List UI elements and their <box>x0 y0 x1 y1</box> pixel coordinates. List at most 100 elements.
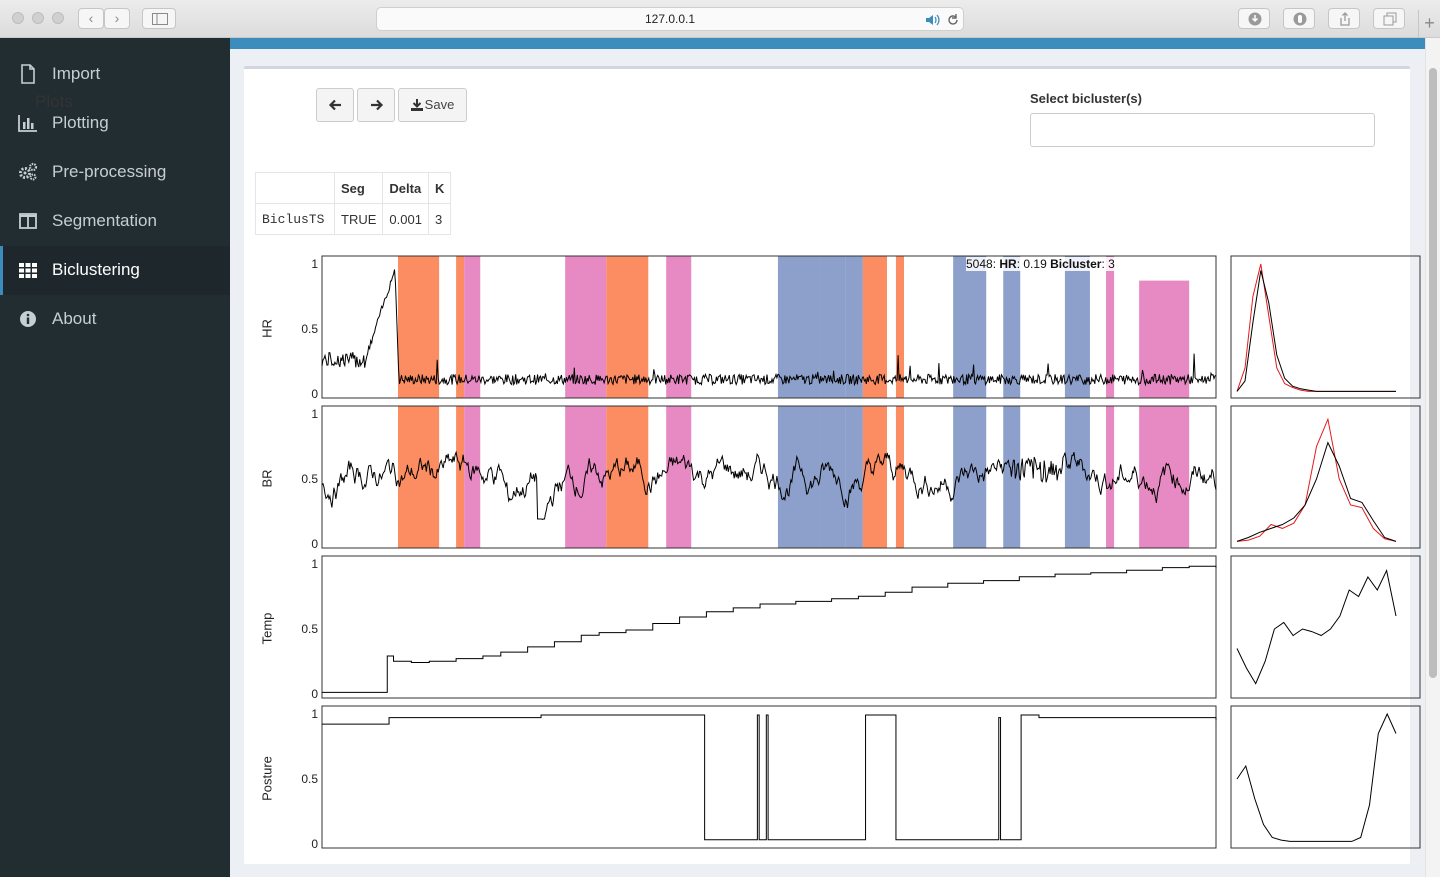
download-icon <box>411 99 423 111</box>
bicluster-segment <box>1106 256 1115 398</box>
bicluster-segment <box>1003 256 1021 398</box>
density-frame <box>1230 705 1421 849</box>
file-icon <box>21 64 35 84</box>
save-label: Save <box>424 97 455 112</box>
parameters-table: Seg Delta K BiclusTS TRUE 0.001 3 <box>255 172 452 235</box>
bicluster-segment <box>565 406 607 548</box>
y-tick-label: 0 <box>311 537 318 551</box>
select-bicluster-input[interactable] <box>1030 113 1375 147</box>
browser-toolbar: ‹ › 127.0.0.1 + <box>0 0 1440 38</box>
hr-density-ref-line <box>1236 263 1396 392</box>
sidebar-item-plotting[interactable]: Plotting <box>0 99 230 148</box>
y-tick-label: 0 <box>311 387 318 401</box>
table-cell: BiclusTS <box>255 203 335 235</box>
panel-frame <box>321 255 1217 399</box>
bicluster-segment <box>819 406 846 548</box>
bicluster-segment <box>845 256 863 398</box>
posture-density-line <box>1236 712 1397 842</box>
chevron-left-icon: ‹ <box>88 10 94 26</box>
y-tick-label: 1 <box>311 407 318 421</box>
bicluster-segment <box>953 406 987 548</box>
sidebar-toggle-button[interactable] <box>142 8 176 29</box>
plus-icon: + <box>1424 13 1435 33</box>
plots-title: Plots <box>35 92 73 111</box>
column-header <box>255 172 335 204</box>
previous-plot-button[interactable] <box>316 88 354 122</box>
bicluster-segment <box>1139 406 1190 548</box>
sidebar-item-label: Biclustering <box>52 260 140 279</box>
y-tick-label: 1 <box>311 707 318 721</box>
bicluster-segment <box>953 256 987 398</box>
close-window-icon[interactable] <box>12 12 24 24</box>
bicluster-segment <box>464 406 481 548</box>
y-tick-label: 0.5 <box>301 472 318 486</box>
bicluster-segment <box>456 256 465 398</box>
bicluster-segment <box>862 406 888 548</box>
back-button[interactable]: ‹ <box>78 8 104 29</box>
extension-button[interactable] <box>1283 8 1315 29</box>
sidebar-item-pre-processing[interactable]: Pre-processing <box>0 148 230 197</box>
header-bar <box>230 38 1425 49</box>
tooltip-bicluster-label: Bicluster <box>1050 257 1102 271</box>
downloads-button[interactable] <box>1238 8 1270 29</box>
info-icon <box>20 311 36 327</box>
bicluster-segment <box>1003 406 1021 548</box>
br-density-line <box>1236 441 1397 542</box>
columns-icon <box>19 213 37 229</box>
save-button[interactable]: Save <box>398 88 467 122</box>
sidebar-icon <box>152 13 168 25</box>
address-bar[interactable]: 127.0.0.1 <box>376 7 964 31</box>
new-tab-button[interactable]: + <box>1418 10 1440 38</box>
sidebar-item-segmentation[interactable]: Segmentation <box>0 197 230 246</box>
table-cell: 0.001 <box>382 203 429 235</box>
chevron-right-icon: › <box>114 10 120 26</box>
y-tick-label: 1 <box>311 257 318 271</box>
br-series-line <box>321 450 1217 520</box>
forward-button[interactable]: › <box>104 8 130 29</box>
minimize-window-icon[interactable] <box>32 12 44 24</box>
tooltip-hr-value: : 0.19 <box>1016 257 1047 271</box>
tabs-overview-button[interactable] <box>1373 8 1405 29</box>
next-plot-button[interactable] <box>357 88 395 122</box>
table-cell: TRUE <box>333 203 384 235</box>
tooltip-index: 5048: <box>966 257 997 271</box>
temp-density-line <box>1236 568 1397 685</box>
scrollbar-thumb[interactable] <box>1429 68 1437 678</box>
temp-series-line <box>322 565 1217 693</box>
y-tick-label: 0 <box>311 837 318 851</box>
y-tick-label: 0 <box>311 687 318 701</box>
download-icon <box>1248 12 1262 26</box>
sidebar-item-about[interactable]: About <box>0 295 230 344</box>
y-tick-label: 1 <box>311 557 318 571</box>
sidebar-item-label: About <box>52 309 97 328</box>
panel-frame <box>321 405 1217 549</box>
density-frame <box>1230 555 1421 699</box>
panel-frame <box>321 555 1217 699</box>
column-header: Delta <box>382 172 429 204</box>
sidebar-item-biclustering[interactable]: Biclustering <box>0 246 230 295</box>
select-bicluster-label: Select bicluster(s) <box>1030 91 1142 106</box>
zoom-window-icon[interactable] <box>52 12 64 24</box>
sidebar-item-label: Plotting <box>52 113 109 132</box>
sidebar-item-label: Segmentation <box>52 211 157 230</box>
speaker-icon[interactable] <box>925 13 941 27</box>
bicluster-segment <box>606 256 649 398</box>
table-row: BiclusTS TRUE 0.001 3 <box>255 203 452 235</box>
density-frame <box>1230 255 1421 399</box>
bicluster-segment <box>895 406 904 548</box>
hr-series-line <box>321 269 1217 387</box>
grid-icon <box>19 263 37 278</box>
sidebar-item-import[interactable]: Import <box>0 50 230 99</box>
bicluster-segment <box>606 406 649 548</box>
share-button[interactable] <box>1328 8 1360 29</box>
sidebar-item-label: Import <box>52 64 101 83</box>
gears-icon <box>19 162 38 181</box>
sidebar-item-label: Pre-processing <box>52 162 167 181</box>
bicluster-segment <box>666 256 692 398</box>
bicluster-segment <box>895 256 904 398</box>
hr-density-line <box>1236 270 1396 392</box>
bicluster-segment <box>666 406 692 548</box>
reload-icon[interactable] <box>946 13 960 27</box>
br-density-ref-line <box>1236 417 1397 542</box>
